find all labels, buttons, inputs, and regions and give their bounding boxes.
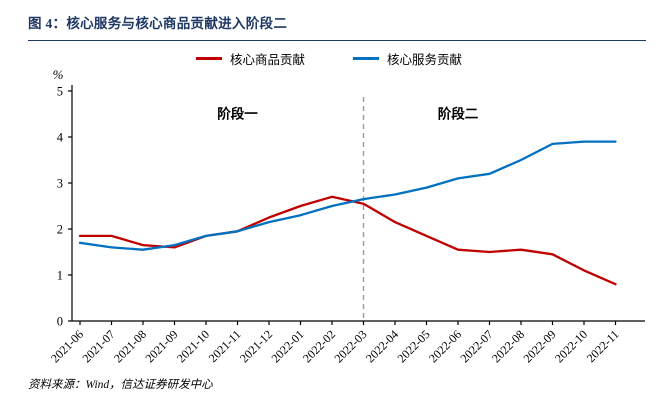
y-tick-label: 5 [57, 85, 63, 99]
x-tick-label: 2022-06 [426, 327, 464, 365]
x-tick-label: 2021-07 [79, 327, 117, 365]
figure-header: 图 4：核心服务与核心商品贡献进入阶段二 [28, 0, 646, 41]
x-tick-label: 2021-11 [206, 327, 244, 365]
x-tick-label: 2022-08 [489, 327, 527, 365]
legend-swatch-core-goods [195, 56, 222, 60]
x-tick-label: 2021-08 [111, 327, 149, 365]
series-line-core-services [78, 140, 617, 251]
x-tick-label: 2022-10 [552, 327, 590, 365]
y-tick-label: 0 [57, 315, 63, 329]
y-tick-label: 2 [57, 223, 63, 237]
y-tick-label: 1 [57, 269, 63, 283]
chart-canvas: 012345%2021-062021-072021-082021-092021-… [48, 67, 645, 365]
x-tick-label: 2022-01 [268, 327, 306, 365]
legend-label-core-services: 核心服务贡献 [387, 52, 463, 67]
y-tick-label: 3 [57, 177, 63, 191]
x-tick-label: 2021-12 [237, 327, 275, 365]
source-note: 资料来源：Wind，信达证券研发中心 [28, 379, 213, 391]
x-tick-label: 2022-09 [520, 327, 558, 365]
x-tick-label: 2021-10 [174, 327, 212, 365]
x-tick-label: 2021-09 [142, 327, 180, 365]
series-line-core-goods [78, 195, 617, 286]
y-axis-unit-label: % [53, 67, 64, 82]
legend-label-core-goods: 核心商品贡献 [229, 52, 305, 67]
phase-annotation-1: 阶段一 [217, 106, 258, 122]
x-tick-label: 2022-02 [300, 327, 338, 365]
x-tick-label: 2022-11 [584, 327, 622, 365]
x-tick-label: 2022-03 [331, 327, 369, 365]
chart-legend: 核心商品贡献 核心服务贡献 [0, 49, 658, 67]
x-tick-label: 2022-04 [363, 327, 401, 365]
y-tick-label: 4 [57, 131, 64, 145]
x-tick-label: 2021-06 [48, 327, 86, 365]
legend-swatch-core-services [353, 56, 379, 60]
legend-item-core-goods: 核心商品贡献 [195, 49, 305, 68]
phase-annotation-2: 阶段二 [438, 106, 479, 122]
legend-item-core-services: 核心服务贡献 [353, 49, 462, 68]
x-tick-label: 2022-05 [394, 327, 432, 365]
figure-title: 图 4：核心服务与核心商品贡献进入阶段二 [28, 16, 288, 31]
x-tick-label: 2022-07 [457, 327, 495, 365]
